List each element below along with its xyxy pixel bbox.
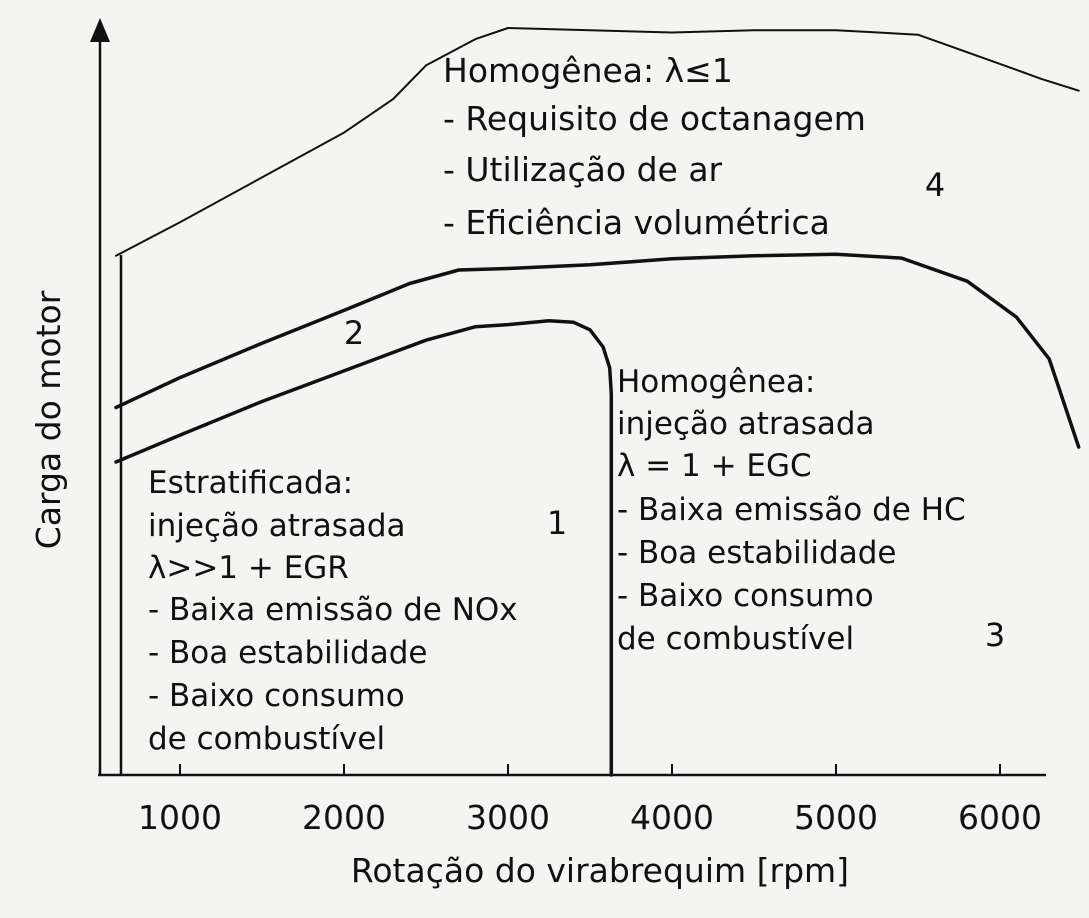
region-3-line: λ = 1 + EGC <box>617 448 812 484</box>
region-3-number: 3 <box>985 616 1005 654</box>
y-axis-arrow-icon <box>90 18 110 42</box>
region-1-text: Estratificada: injeção atrasada λ>>1 + E… <box>148 465 518 757</box>
x-axis-title: Rotação do virabrequim [rpm] <box>351 851 849 890</box>
axes <box>90 18 1046 777</box>
region-1-line: - Boa estabilidade <box>148 635 427 671</box>
x-ticks: 1000 2000 3000 4000 5000 6000 <box>138 764 1042 837</box>
region-4-line: - Utilização de ar <box>443 150 723 189</box>
x-tick-label: 1000 <box>138 798 222 837</box>
boundary-boundary-2-4 <box>114 252 1081 449</box>
region-4-number: 4 <box>925 166 945 204</box>
region-4-line: - Requisito de octanagem <box>443 99 866 138</box>
region-3-text: Homogênea: injeção atrasada λ = 1 + EGC … <box>617 364 966 657</box>
y-axis-title: Carga do motor <box>29 290 68 549</box>
boundary-curves <box>114 27 1081 777</box>
region-1-line: - Baixo consumo <box>148 678 405 714</box>
region-3-line: Homogênea: <box>617 364 815 400</box>
boundary-boundary-1-2 <box>114 319 614 777</box>
region-4-text: Homogênea: λ≤1 - Requisito de octanagem … <box>443 51 866 242</box>
region-3-line: injeção atrasada <box>617 406 875 442</box>
x-tick-label: 6000 <box>958 798 1042 837</box>
region-1-number: 1 <box>547 504 567 542</box>
x-tick-label: 3000 <box>466 798 550 837</box>
region-1-line: - Baixa emissão de NOx <box>148 592 518 628</box>
region-3-line: de combustível <box>617 621 854 657</box>
region-2-number: 2 <box>344 314 364 352</box>
region-1-line: injeção atrasada <box>148 508 406 544</box>
region-3-line: - Baixa emissão de HC <box>617 492 966 528</box>
x-tick-label: 2000 <box>302 798 386 837</box>
region-4-line: Homogênea: λ≤1 <box>443 51 733 90</box>
region-1-line: de combustível <box>148 721 385 757</box>
region-1-line: λ>>1 + EGR <box>148 550 349 586</box>
boundary-upper-limit <box>115 27 1080 257</box>
region-1-line: Estratificada: <box>148 465 353 501</box>
region-3-line: - Boa estabilidade <box>617 535 896 571</box>
region-3-line: - Baixo consumo <box>617 578 874 614</box>
x-tick-label: 4000 <box>630 798 714 837</box>
x-tick-label: 5000 <box>794 798 878 837</box>
region-4-line: - Eficiência volumétrica <box>443 203 830 242</box>
